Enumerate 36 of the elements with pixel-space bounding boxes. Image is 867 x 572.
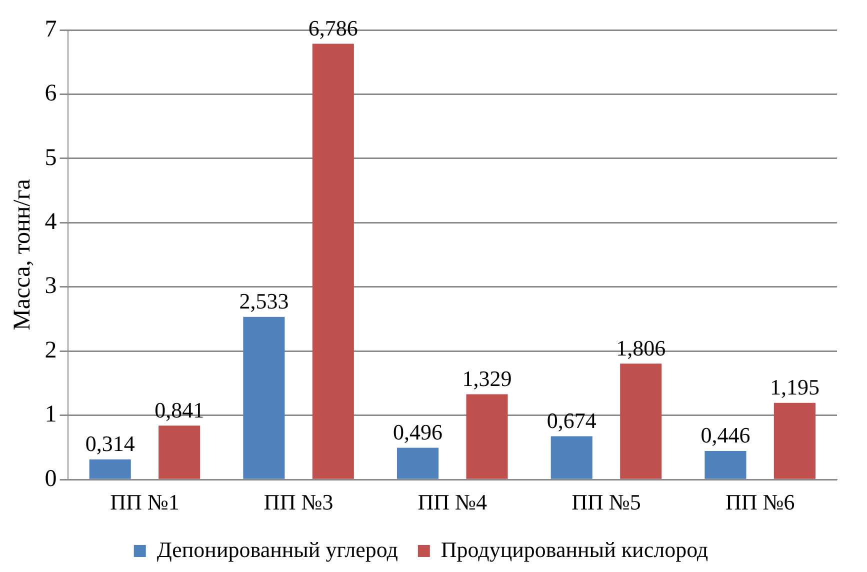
y-tick-label: 3 — [44, 273, 57, 300]
y-tick-label: 1 — [44, 402, 57, 428]
y-tick-label: 4 — [44, 208, 57, 235]
data-label: 0,496 — [393, 420, 443, 445]
y-tick-label: 6 — [44, 80, 57, 107]
data-label: 6,786 — [308, 16, 358, 41]
bar — [243, 316, 285, 479]
y-tick-label: 5 — [44, 144, 57, 171]
x-tick-label: ПП №6 — [725, 490, 795, 515]
bar — [774, 402, 816, 479]
bar — [89, 459, 131, 479]
y-axis-title: Масса, тонн/га — [10, 178, 36, 330]
data-label: 0,446 — [700, 422, 750, 448]
y-tick-label: 0 — [44, 466, 57, 492]
data-label: 2,533 — [239, 288, 289, 314]
bar — [312, 44, 354, 479]
bar — [397, 448, 439, 479]
y-tick-label: 7 — [44, 16, 57, 42]
bar — [550, 436, 592, 479]
data-label: 0,841 — [154, 397, 204, 422]
data-label: 1,329 — [462, 366, 512, 392]
data-label: 1,806 — [616, 335, 666, 360]
data-label: 0,314 — [85, 431, 135, 456]
bar — [704, 450, 746, 479]
x-tick-label: ПП №5 — [572, 490, 641, 515]
data-label: 1,195 — [770, 374, 820, 400]
bar — [466, 394, 508, 479]
x-tick-label: ПП №3 — [264, 490, 334, 515]
y-tick-label: 2 — [44, 337, 57, 364]
legend-label: Депонированный углерод — [156, 536, 398, 562]
x-tick-label: ПП №1 — [110, 490, 180, 515]
legend-label: Продуцированный кислород — [440, 536, 708, 562]
x-tick-label: ПП №4 — [418, 490, 488, 515]
bar — [158, 426, 200, 479]
bar — [620, 364, 662, 479]
data-label: 0,674 — [546, 408, 596, 434]
